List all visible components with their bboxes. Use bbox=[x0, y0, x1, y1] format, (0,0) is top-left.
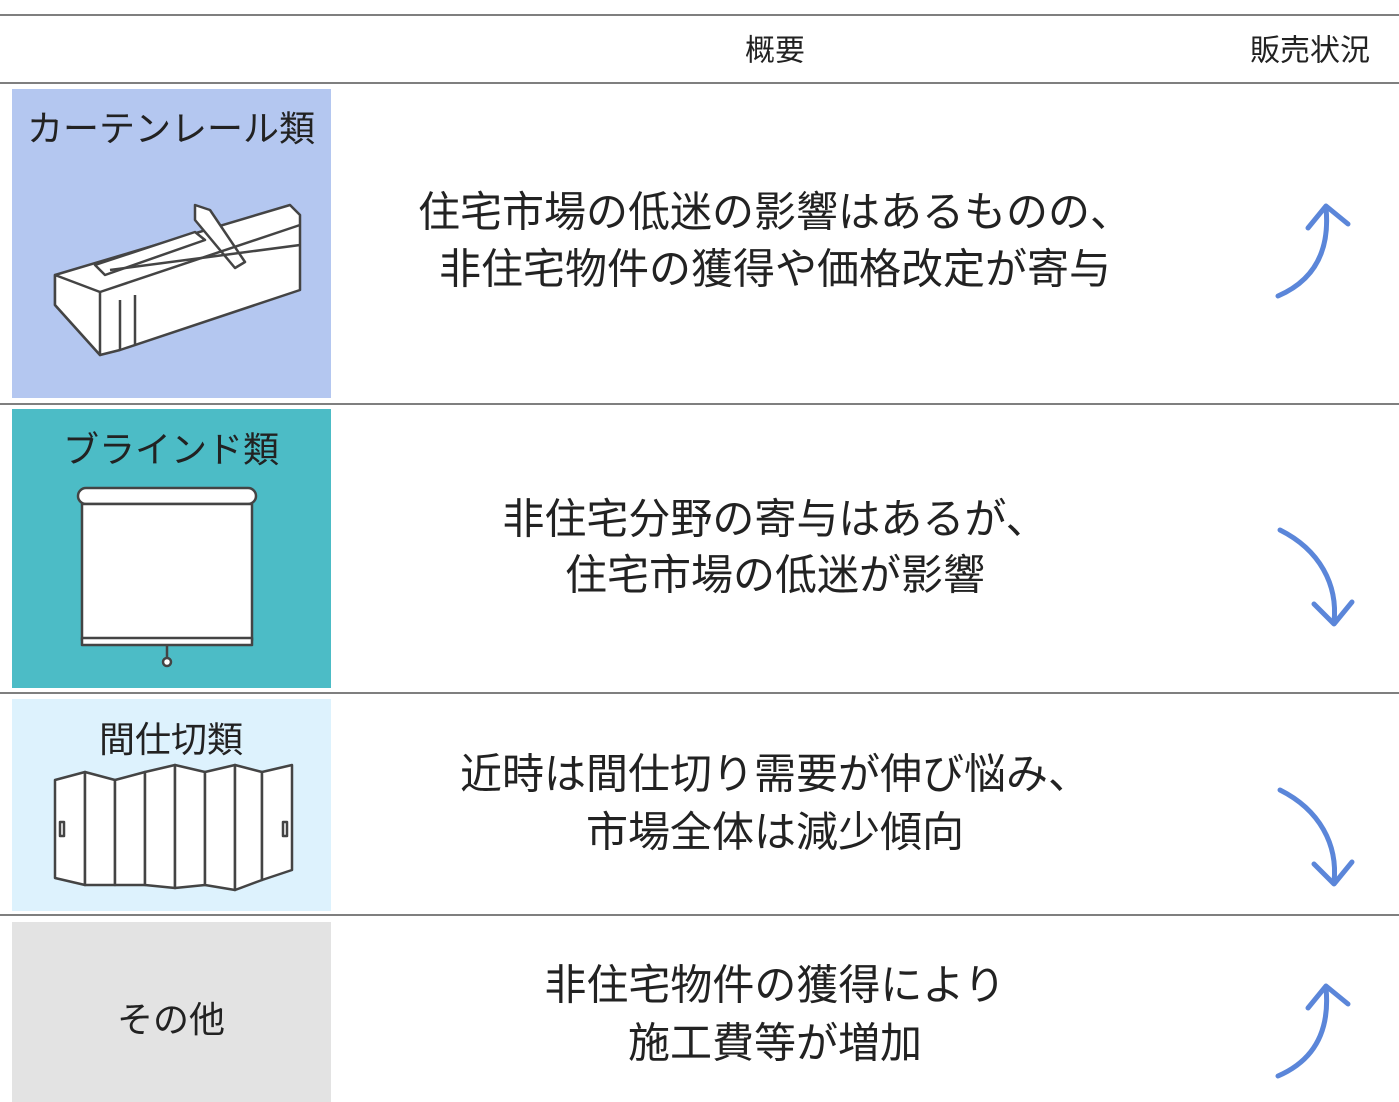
category-label: カーテンレール類 bbox=[27, 109, 315, 150]
curtain-rail-illustration bbox=[53, 203, 302, 357]
column-header: 概要 bbox=[745, 34, 805, 69]
column-header: 販売状況 bbox=[1250, 34, 1370, 69]
summary-line: 市場全体は減少傾向 bbox=[586, 808, 964, 857]
summary-line: 非住宅物件の獲得により bbox=[544, 961, 1005, 1010]
category-cell bbox=[12, 922, 331, 1102]
category-label: 間仕切類 bbox=[99, 720, 243, 761]
category-label: その他 bbox=[117, 1000, 225, 1041]
summary-line: 住宅市場の低迷が影響 bbox=[565, 551, 985, 600]
summary-line: 非住宅物件の獲得や価格改定が寄与 bbox=[439, 245, 1111, 294]
up-arrow bbox=[1275, 983, 1351, 1079]
summary-line: 近時は間仕切り需要が伸び悩み、 bbox=[460, 750, 1090, 799]
summary-line: 住宅市場の低迷の影響はあるものの、 bbox=[418, 188, 1132, 237]
partition-illustration bbox=[53, 763, 294, 892]
blind-illustration bbox=[76, 486, 258, 668]
summary-line: 施工費等が増加 bbox=[628, 1019, 922, 1068]
down-arrow bbox=[1277, 527, 1355, 627]
down-arrow bbox=[1277, 787, 1355, 887]
up-arrow bbox=[1275, 203, 1351, 299]
summary-line: 非住宅分野の寄与はあるが、 bbox=[502, 495, 1047, 544]
category-label: ブラインド類 bbox=[63, 430, 279, 471]
